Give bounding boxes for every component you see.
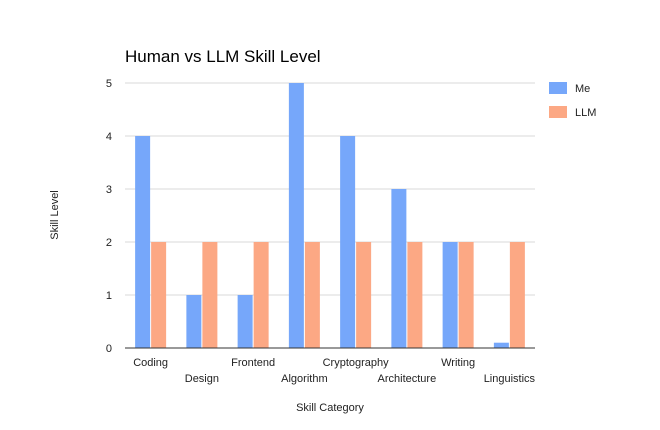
bar-llm-frontend: [253, 242, 269, 348]
x-tick-label: Algorithm: [281, 373, 327, 385]
x-tick-label: Design: [185, 373, 219, 385]
x-axis-ticks: Coding Design Frontend Algorithm Cryptograph…: [133, 357, 535, 385]
legend-label: Me: [575, 83, 590, 95]
x-tick-label: Frontend: [231, 357, 275, 369]
x-tick-label: Linguistics: [484, 373, 536, 385]
bar-llm-coding: [151, 242, 167, 348]
bars: [135, 83, 525, 348]
bar-llm-architecture: [407, 242, 423, 348]
y-tick-label: 4: [106, 131, 112, 143]
y-tick-label: 3: [106, 184, 112, 196]
bar-me-linguistics: [493, 342, 509, 348]
y-tick-label: 5: [106, 78, 112, 90]
x-tick-label: Coding: [133, 357, 168, 369]
bar-me-cryptography: [340, 136, 356, 348]
bar-me-coding: [135, 136, 151, 348]
x-tick-label: Architecture: [378, 373, 437, 385]
y-axis-ticks: 0 1 2 3 4 5: [106, 78, 112, 355]
bar-me-algorithm: [288, 83, 304, 348]
x-tick-label: Cryptography: [323, 357, 390, 369]
x-axis-title: Skill Category: [296, 402, 364, 414]
bar-me-writing: [442, 242, 458, 348]
legend-swatch: [549, 82, 567, 94]
bar-llm-design: [202, 242, 218, 348]
y-tick-label: 1: [106, 290, 112, 302]
y-tick-label: 2: [106, 237, 112, 249]
bar-me-design: [186, 295, 202, 348]
bar-llm-linguistics: [509, 242, 525, 348]
bar-me-architecture: [391, 189, 407, 348]
legend: Me LLM: [549, 82, 596, 119]
x-tick-label: Writing: [441, 357, 475, 369]
bar-llm-cryptography: [356, 242, 372, 348]
y-tick-label: 0: [106, 343, 112, 355]
legend-swatch: [549, 106, 567, 118]
bar-llm-algorithm: [304, 242, 320, 348]
chart-title: Human vs LLM Skill Level: [125, 47, 321, 66]
legend-label: LLM: [575, 107, 596, 119]
y-axis-title: Skill Level: [49, 190, 61, 240]
bar-llm-writing: [458, 242, 474, 348]
bar-me-frontend: [237, 295, 253, 348]
